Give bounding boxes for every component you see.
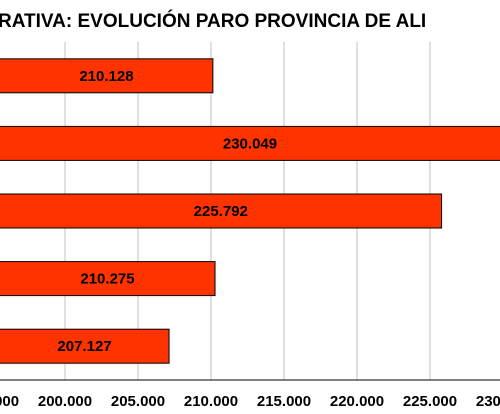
- value-label: 210.275: [80, 271, 134, 288]
- bar: [0, 261, 216, 297]
- bar: [0, 125, 500, 161]
- value-label: 210.128: [79, 68, 133, 85]
- x-tick-label: 225.000: [403, 393, 457, 410]
- bar: [0, 328, 170, 364]
- bar: [0, 58, 214, 94]
- value-label: 225.792: [194, 203, 248, 220]
- x-tick-label: 230.000: [476, 393, 500, 410]
- x-tick-label: 195.000: [0, 393, 19, 410]
- bar: [0, 193, 443, 229]
- x-tick-label: 205.000: [111, 393, 165, 410]
- chart-title: RATIVA: EVOLUCIÓN PARO PROVINCIA DE ALI: [0, 10, 426, 32]
- x-tick-label: 210.000: [184, 393, 238, 410]
- x-tick-label: 220.000: [330, 393, 384, 410]
- value-label: 230.049: [223, 135, 277, 152]
- x-tick-label: 215.000: [257, 393, 311, 410]
- value-label: 207.127: [57, 338, 111, 355]
- x-tick-label: 200.000: [38, 393, 92, 410]
